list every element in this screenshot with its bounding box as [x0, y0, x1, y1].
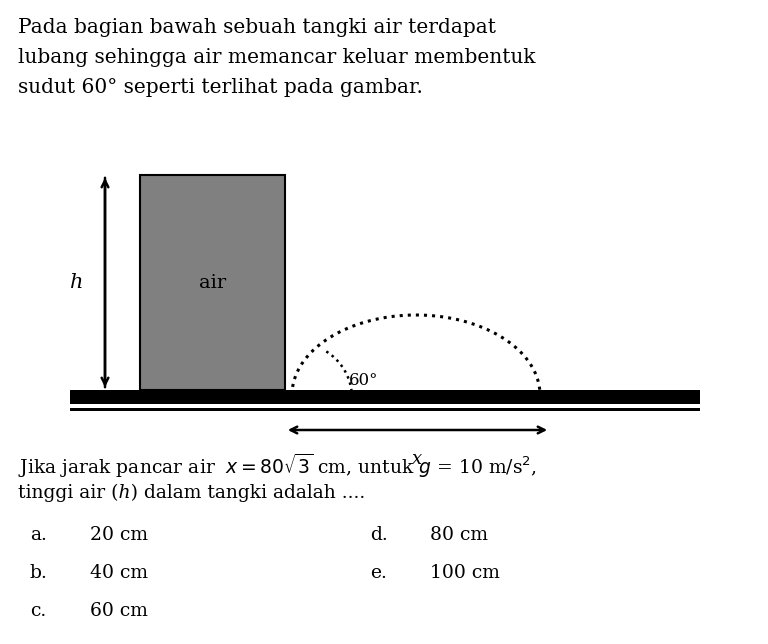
Text: x: x: [412, 450, 422, 468]
Bar: [70, 390, 355, 404]
Text: 40 cm: 40 cm: [90, 564, 148, 582]
Text: sudut 60° seperti terlihat pada gambar.: sudut 60° seperti terlihat pada gambar.: [18, 78, 423, 97]
Text: a.: a.: [30, 526, 47, 544]
Text: air: air: [199, 274, 226, 292]
Text: 60 cm: 60 cm: [90, 602, 148, 620]
Text: 100 cm: 100 cm: [430, 564, 500, 582]
Text: e.: e.: [370, 564, 387, 582]
Text: 60°: 60°: [349, 372, 379, 388]
Text: Jika jarak pancar air  $x = 80\sqrt{3}$ cm, untuk $g$ = 10 m/s$^2$,: Jika jarak pancar air $x = 80\sqrt{3}$ c…: [18, 452, 537, 480]
Bar: [140, 175, 285, 390]
Bar: [305, 408, 700, 411]
Polygon shape: [285, 390, 305, 404]
Text: tinggi air (ℎ) dalam tangki adalah ....: tinggi air (ℎ) dalam tangki adalah ....: [18, 484, 366, 502]
Text: c.: c.: [30, 602, 46, 620]
Text: lubang sehingga air memancar keluar membentuk: lubang sehingga air memancar keluar memb…: [18, 48, 535, 67]
Text: Pada bagian bawah sebuah tangki air terdapat: Pada bagian bawah sebuah tangki air terd…: [18, 18, 496, 37]
Text: 80 cm: 80 cm: [430, 526, 488, 544]
Text: h: h: [70, 273, 84, 292]
Text: d.: d.: [370, 526, 388, 544]
Bar: [290, 390, 700, 404]
Text: 20 cm: 20 cm: [90, 526, 148, 544]
Bar: [70, 408, 345, 411]
Text: b.: b.: [30, 564, 48, 582]
